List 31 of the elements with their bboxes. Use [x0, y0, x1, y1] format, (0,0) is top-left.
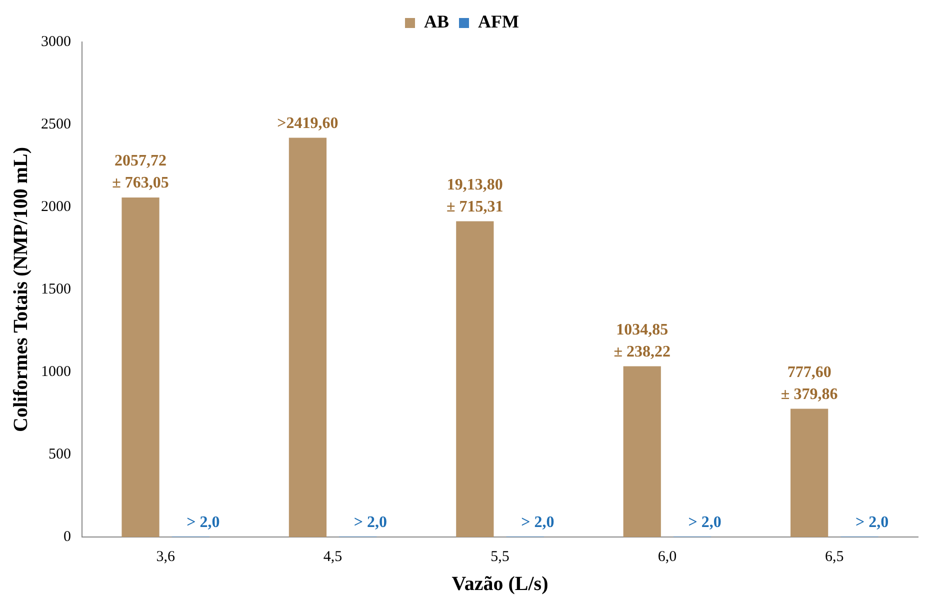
x-tick-label: 5,5	[490, 548, 510, 565]
x-axis-title: Vazão (L/s)	[452, 573, 548, 596]
y-tick-label: 500	[48, 446, 71, 462]
x-tick-label: 4,5	[323, 548, 342, 565]
x-tick-label: 6,5	[825, 548, 844, 565]
y-tick-label: 1000	[41, 364, 71, 380]
y-tick-label: 2500	[41, 116, 71, 132]
data-label: 1034,85 ± 238,22	[614, 321, 671, 360]
y-tick-label: 0	[64, 528, 71, 545]
data-label: 2057,72 ± 763,05	[112, 152, 169, 192]
y-tick-label: 3000	[41, 34, 71, 50]
bar	[790, 408, 828, 537]
x-tick-label: 6,0	[658, 548, 677, 565]
y-tick-label: 2000	[41, 198, 71, 215]
y-axis-title: Coliformes Totais (NMP/100 mL)	[10, 147, 32, 432]
data-label: > 2,0	[186, 514, 220, 531]
data-label: 777,60 ± 379,86	[780, 364, 838, 403]
y-tick-label: 1500	[41, 281, 71, 298]
legend-label: AFM	[478, 12, 520, 32]
data-label: >2419,60	[277, 114, 338, 132]
bar	[456, 221, 494, 537]
legend-label: AB	[424, 12, 450, 32]
x-tick-label: 3,6	[156, 548, 176, 565]
data-label: > 2,0	[354, 514, 388, 531]
data-label: > 2,0	[688, 514, 722, 531]
bar	[623, 366, 661, 537]
bar	[288, 138, 327, 537]
data-label: > 2,0	[521, 514, 554, 531]
bar	[122, 197, 160, 537]
data-label: > 2,0	[855, 514, 889, 531]
data-label: 19,13,80 ± 715,31	[446, 176, 504, 216]
